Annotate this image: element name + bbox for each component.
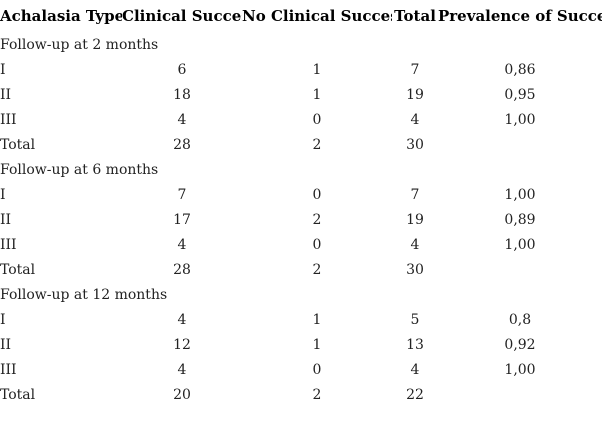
cell-total: 22 — [406, 386, 424, 403]
cell-no-clinical-success: 1 — [312, 336, 322, 353]
cell-prevalence: 0,92 — [504, 336, 536, 353]
col-header-prevalence-of-success: Prevalence of Success — [438, 7, 602, 25]
cell-clinical-success: 28 — [173, 261, 191, 278]
cell-prevalence: 1,00 — [504, 111, 536, 128]
table-row: I 7 0 7 1,00 — [0, 182, 602, 207]
table-row-total: Total 28 2 30 — [0, 132, 602, 157]
table-row: II 18 1 19 0,95 — [0, 82, 602, 107]
cell-no-clinical-success: 2 — [312, 136, 322, 153]
header-row: Achalasia Type Clinical Success No Clini… — [0, 0, 602, 32]
cell-no-clinical-success: 2 — [312, 386, 322, 403]
cell-total: 19 — [406, 211, 424, 228]
cell-no-clinical-success: 1 — [312, 86, 322, 103]
cell-no-clinical-success: 1 — [312, 61, 322, 78]
cell-achalasia-type: Total — [0, 136, 36, 153]
cell-prevalence: 0,95 — [504, 86, 536, 103]
col-header-total: Total — [394, 7, 436, 25]
cell-achalasia-type: II — [0, 211, 12, 228]
cell-no-clinical-success: 0 — [312, 236, 322, 253]
cell-achalasia-type: II — [0, 336, 12, 353]
cell-achalasia-type: I — [0, 186, 6, 203]
col-header-achalasia-type: Achalasia Type — [0, 7, 122, 25]
cell-total: 5 — [410, 311, 420, 328]
section-label: Follow-up at 6 months — [0, 161, 159, 178]
section-label: Follow-up at 2 months — [0, 36, 159, 53]
cell-achalasia-type: I — [0, 311, 6, 328]
col-header-no-clinical-success: No Clinical Success — [242, 7, 392, 25]
table-row: I 4 1 5 0,8 — [0, 307, 602, 332]
table-row: I 6 1 7 0,86 — [0, 57, 602, 82]
cell-total: 4 — [410, 361, 420, 378]
cell-total: 30 — [406, 136, 424, 153]
cell-prevalence: 1,00 — [504, 361, 536, 378]
table-row: III 4 0 4 1,00 — [0, 357, 602, 382]
cell-no-clinical-success: 1 — [312, 311, 322, 328]
section-label: Follow-up at 12 months — [0, 286, 168, 303]
cell-clinical-success: 4 — [177, 311, 187, 328]
cell-clinical-success: 17 — [173, 211, 191, 228]
cell-prevalence: 1,00 — [504, 236, 536, 253]
cell-no-clinical-success: 0 — [312, 361, 322, 378]
cell-clinical-success: 28 — [173, 136, 191, 153]
cell-no-clinical-success: 0 — [312, 186, 322, 203]
cell-prevalence — [438, 257, 602, 282]
cell-total: 13 — [406, 336, 424, 353]
col-header-clinical-success: Clinical Success — [122, 7, 242, 25]
cell-clinical-success: 12 — [173, 336, 191, 353]
cell-total: 4 — [410, 236, 420, 253]
cell-clinical-success: 7 — [177, 186, 187, 203]
cell-achalasia-type: III — [0, 111, 17, 128]
cell-achalasia-type: III — [0, 361, 17, 378]
cell-total: 19 — [406, 86, 424, 103]
cell-achalasia-type: Total — [0, 261, 36, 278]
table-row: II 17 2 19 0,89 — [0, 207, 602, 232]
cell-prevalence — [438, 382, 602, 407]
cell-prevalence: 1,00 — [504, 186, 536, 203]
cell-clinical-success: 20 — [173, 386, 191, 403]
cell-achalasia-type: III — [0, 236, 17, 253]
cell-clinical-success: 4 — [177, 111, 187, 128]
table-row: II 12 1 13 0,92 — [0, 332, 602, 357]
section-row-6-months: Follow-up at 6 months — [0, 157, 602, 182]
cell-clinical-success: 18 — [173, 86, 191, 103]
cell-no-clinical-success: 0 — [312, 111, 322, 128]
cell-total: 4 — [410, 111, 420, 128]
cell-prevalence — [438, 132, 602, 157]
cell-prevalence: 0,86 — [504, 61, 536, 78]
cell-clinical-success: 4 — [177, 361, 187, 378]
cell-no-clinical-success: 2 — [312, 211, 322, 228]
cell-total: 7 — [410, 186, 420, 203]
table-row-total: Total 28 2 30 — [0, 257, 602, 282]
cell-total: 30 — [406, 261, 424, 278]
cell-achalasia-type: II — [0, 86, 12, 103]
cell-prevalence: 0,89 — [504, 211, 536, 228]
achalasia-success-table: Achalasia Type Clinical Success No Clini… — [0, 0, 602, 407]
cell-total: 7 — [410, 61, 420, 78]
cell-clinical-success: 6 — [177, 61, 187, 78]
cell-achalasia-type: Total — [0, 386, 36, 403]
cell-achalasia-type: I — [0, 61, 6, 78]
table-row-total: Total 20 2 22 — [0, 382, 602, 407]
section-row-12-months: Follow-up at 12 months — [0, 282, 602, 307]
cell-no-clinical-success: 2 — [312, 261, 322, 278]
cell-prevalence: 0,8 — [508, 311, 532, 328]
section-row-2-months: Follow-up at 2 months — [0, 32, 602, 57]
cell-clinical-success: 4 — [177, 236, 187, 253]
table-row: III 4 0 4 1,00 — [0, 232, 602, 257]
table-row: III 4 0 4 1,00 — [0, 107, 602, 132]
